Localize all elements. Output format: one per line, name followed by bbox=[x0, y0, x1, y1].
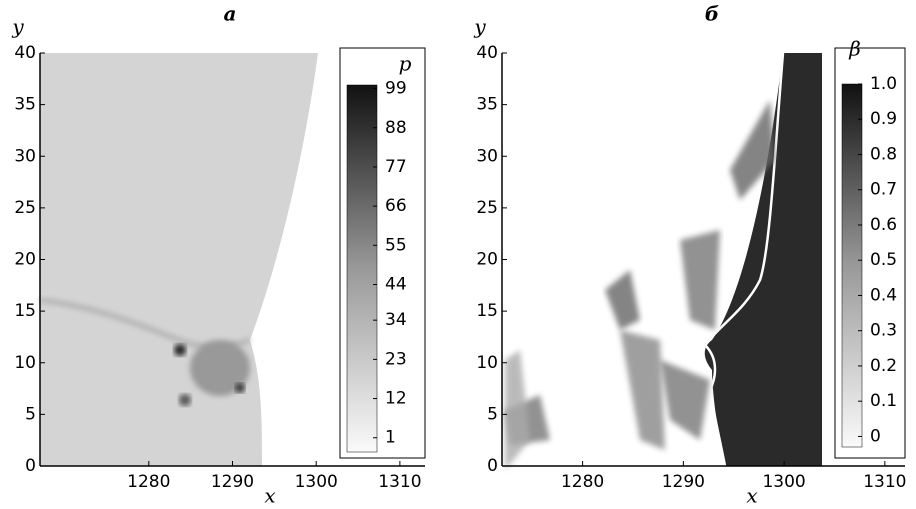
colorbar-tick-label: 0 bbox=[870, 426, 881, 446]
x-tick-label: 1310 bbox=[863, 472, 906, 492]
panel-title: а bbox=[224, 2, 237, 26]
colorbar-tick-label: 23 bbox=[385, 349, 407, 369]
y-tick-label: 35 bbox=[14, 95, 36, 115]
colorbar-gradient bbox=[347, 85, 377, 452]
colorbar-tick-label: 44 bbox=[385, 275, 407, 295]
x-axis-label: x bbox=[264, 484, 275, 508]
phase-smudge bbox=[660, 360, 710, 440]
colorbar-tick-label: 12 bbox=[385, 389, 407, 409]
y-axis-label: y bbox=[11, 15, 24, 39]
x-tick-label: 1290 bbox=[211, 472, 254, 492]
y-tick-label: 15 bbox=[476, 301, 498, 321]
colorbar-tick-label: 0.7 bbox=[870, 180, 897, 200]
x-tick-label: 1300 bbox=[295, 472, 338, 492]
x-tick-label: 1300 bbox=[762, 472, 805, 492]
y-tick-label: 20 bbox=[476, 250, 498, 270]
colorbar-tick-label: 99 bbox=[385, 79, 407, 99]
y-tick-label: 15 bbox=[14, 301, 36, 321]
y-tick-label: 0 bbox=[25, 456, 36, 476]
y-tick-label: 5 bbox=[25, 404, 36, 424]
y-tick-label: 10 bbox=[14, 353, 36, 373]
colorbar-tick-label: 0.4 bbox=[870, 285, 897, 305]
phase-smudge bbox=[620, 330, 665, 450]
field-region bbox=[40, 53, 318, 466]
y-tick-label: 20 bbox=[14, 250, 36, 270]
phase-smudge bbox=[605, 270, 640, 330]
colorbar-tick-label: 66 bbox=[385, 196, 407, 216]
colorbar-tick-label: 0.5 bbox=[870, 250, 897, 270]
colorbar-tick-label: 55 bbox=[385, 235, 407, 255]
y-tick-label: 25 bbox=[476, 198, 498, 218]
colorbar-tick-label: 0.8 bbox=[870, 144, 897, 164]
phase-smudge bbox=[680, 230, 720, 330]
colorbar-tick-label: 77 bbox=[385, 157, 407, 177]
y-tick-label: 30 bbox=[14, 146, 36, 166]
colorbar-tick-label: 0.3 bbox=[870, 321, 897, 341]
x-axis-label: x bbox=[746, 484, 757, 508]
y-tick-label: 5 bbox=[487, 404, 498, 424]
colorbar-tick-label: 1 bbox=[385, 428, 396, 448]
panel-title: б bbox=[705, 2, 719, 26]
y-axis-label: y bbox=[473, 15, 486, 39]
colorbar-gradient bbox=[842, 84, 862, 447]
colorbar-label: p bbox=[399, 52, 412, 76]
colorbar-label: β bbox=[848, 37, 861, 61]
y-tick-label: 35 bbox=[476, 95, 498, 115]
y-tick-label: 0 bbox=[487, 456, 498, 476]
dark-spot bbox=[179, 394, 191, 406]
y-tick-label: 25 bbox=[14, 198, 36, 218]
colorbar-tick-label: 0.6 bbox=[870, 215, 897, 235]
colorbar-tick-label: 0.2 bbox=[870, 356, 897, 376]
figure: 1280 1290 1300 1310 0 5 10 15 20 25 30 35 40 x y а p 1 12 2… bbox=[0, 0, 916, 509]
y-tick-label: 30 bbox=[476, 146, 498, 166]
colorbar-tick-label: 0.1 bbox=[870, 391, 897, 411]
x-tick-label: 1280 bbox=[561, 472, 604, 492]
y-tick-label: 40 bbox=[14, 43, 36, 63]
y-tick-label: 10 bbox=[476, 353, 498, 373]
x-tick-label: 1310 bbox=[378, 472, 421, 492]
colorbar-tick-label: 88 bbox=[385, 118, 407, 138]
dark-spot bbox=[174, 344, 186, 356]
x-tick-label: 1290 bbox=[662, 472, 705, 492]
dark-spot bbox=[235, 383, 245, 393]
colorbar-tick-label: 34 bbox=[385, 310, 407, 330]
colorbar-tick-label: 1.0 bbox=[870, 74, 897, 94]
phase-smudge bbox=[505, 350, 530, 470]
colorbar-tick-label: 0.9 bbox=[870, 109, 897, 129]
y-tick-label: 40 bbox=[476, 43, 498, 63]
x-tick-label: 1280 bbox=[127, 472, 170, 492]
